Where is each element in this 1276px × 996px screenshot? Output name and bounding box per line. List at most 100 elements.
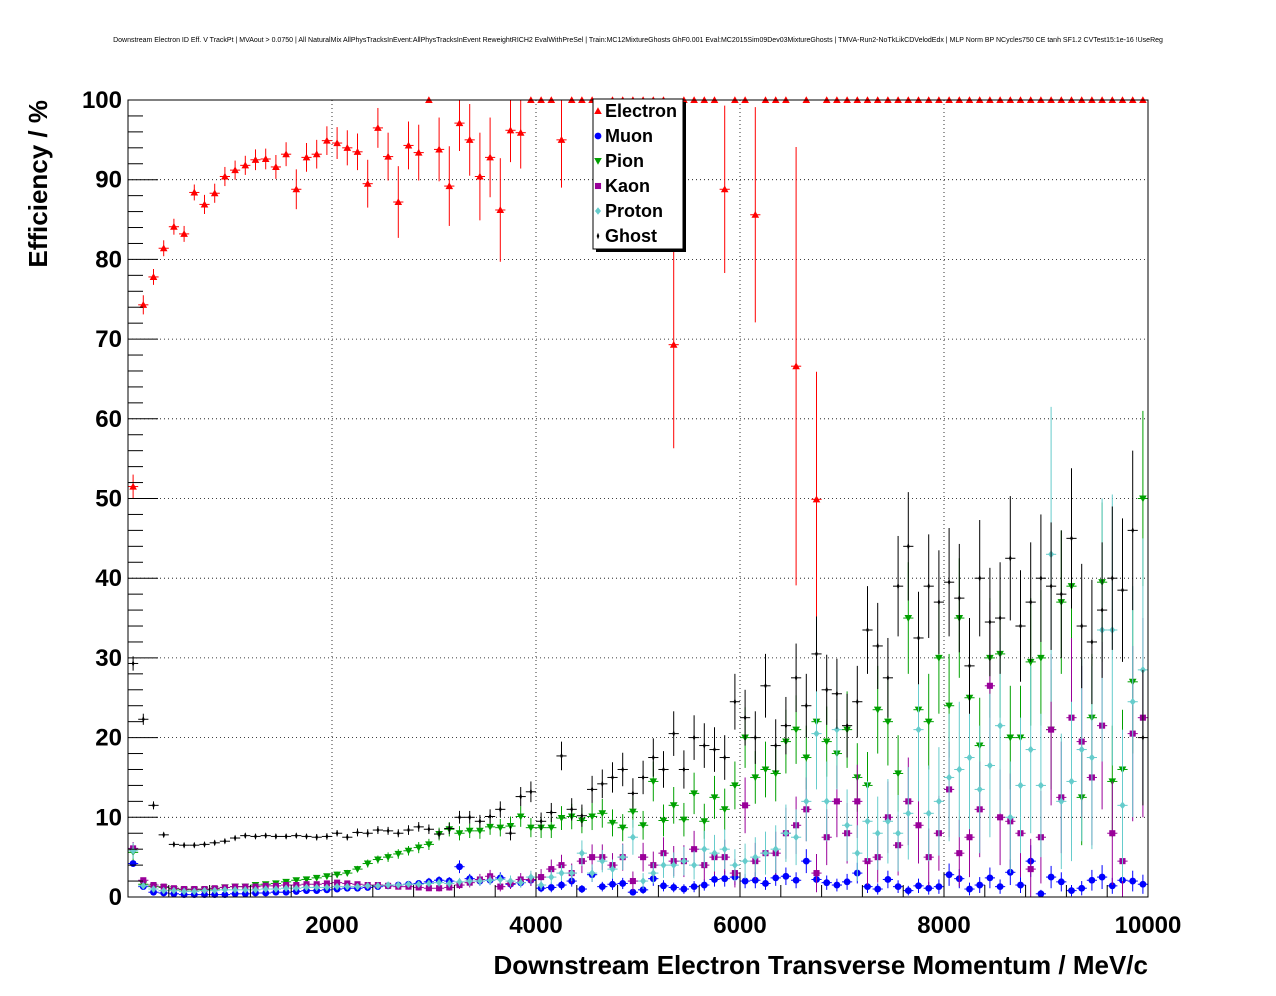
data-point <box>845 722 849 730</box>
data-point <box>682 766 686 773</box>
data-point <box>231 890 239 898</box>
data-point <box>792 876 800 884</box>
data-point <box>864 817 871 826</box>
data-point <box>364 882 371 890</box>
legend-marker <box>594 182 602 190</box>
data-point <box>305 833 308 840</box>
data-point <box>232 886 239 894</box>
data-point <box>1088 876 1096 884</box>
data-point <box>323 880 330 887</box>
data-point <box>762 880 769 887</box>
data-point <box>446 884 453 891</box>
data-point <box>223 837 227 845</box>
data-point <box>804 702 808 710</box>
data-point <box>274 833 278 840</box>
data-point <box>874 885 882 893</box>
y-tick-label: 10 <box>95 804 122 831</box>
data-point <box>864 883 871 891</box>
data-point <box>733 698 737 706</box>
y-tick-label: 40 <box>95 565 122 592</box>
data-point <box>425 885 432 892</box>
data-point <box>1059 590 1063 598</box>
data-point <box>261 155 270 163</box>
data-point <box>325 833 329 840</box>
data-point <box>1019 622 1022 630</box>
data-point <box>608 819 617 827</box>
data-point <box>833 725 840 734</box>
data-point <box>782 872 790 880</box>
data-point <box>170 222 178 230</box>
series-muon <box>128 845 1148 899</box>
data-point <box>292 185 301 193</box>
data-point <box>538 874 545 881</box>
data-point <box>354 882 361 891</box>
data-point <box>201 891 208 899</box>
data-point <box>497 883 504 890</box>
legend-marker <box>594 157 602 165</box>
data-point <box>823 797 830 806</box>
data-point <box>711 849 718 857</box>
data-point <box>986 682 993 689</box>
data-point <box>691 846 698 853</box>
data-point <box>670 861 677 869</box>
legend-entry: Muon <box>605 126 653 146</box>
data-point <box>385 881 392 889</box>
legend: Electron Muon Pion Kaon Proton Ghost <box>592 98 686 252</box>
data-point <box>1078 884 1086 892</box>
data-point <box>1100 606 1104 614</box>
data-point <box>957 594 961 602</box>
data-point <box>436 885 443 892</box>
data-point <box>180 230 188 237</box>
data-point <box>649 778 658 786</box>
x-tick-label: 4000 <box>509 912 562 939</box>
x-tick-label: 10000 <box>1115 912 1182 939</box>
data-point <box>427 825 431 833</box>
data-point <box>1057 878 1065 886</box>
data-point <box>884 718 892 726</box>
data-point <box>241 890 249 898</box>
data-point <box>150 882 157 889</box>
data-point <box>345 833 349 841</box>
data-point <box>662 766 665 773</box>
data-point <box>844 821 851 830</box>
y-tick-label: 30 <box>95 645 122 672</box>
data-point <box>631 789 635 797</box>
data-point <box>374 124 382 131</box>
legend-entry: Electron <box>605 101 677 121</box>
data-point <box>651 754 655 761</box>
data-point <box>966 753 973 762</box>
data-point <box>488 813 492 820</box>
data-point <box>456 863 463 871</box>
data-point <box>405 880 412 889</box>
data-point <box>366 829 370 837</box>
data-point <box>894 883 902 891</box>
data-point <box>1141 734 1145 742</box>
data-point <box>751 774 760 782</box>
data-point <box>333 871 341 879</box>
y-tick-label: 90 <box>95 167 122 194</box>
data-point <box>578 885 586 893</box>
data-point <box>1017 781 1024 790</box>
data-point <box>496 824 505 832</box>
data-point <box>1080 622 1084 630</box>
data-point <box>802 754 811 762</box>
data-point <box>1109 830 1116 837</box>
x-tick-label: 8000 <box>917 912 970 939</box>
data-point <box>323 873 331 881</box>
data-point <box>710 794 719 802</box>
data-point <box>446 879 453 888</box>
series-proton <box>128 406 1148 896</box>
data-point <box>1048 726 1055 733</box>
data-point <box>1119 801 1126 810</box>
data-point <box>598 883 606 891</box>
data-point <box>854 798 861 805</box>
data-point <box>283 884 290 893</box>
data-point <box>997 814 1004 821</box>
data-point <box>946 773 953 782</box>
data-point <box>599 857 606 865</box>
data-point <box>741 877 749 885</box>
data-point <box>190 188 199 196</box>
data-point <box>558 881 565 889</box>
data-point <box>611 774 614 781</box>
data-point <box>395 881 402 889</box>
